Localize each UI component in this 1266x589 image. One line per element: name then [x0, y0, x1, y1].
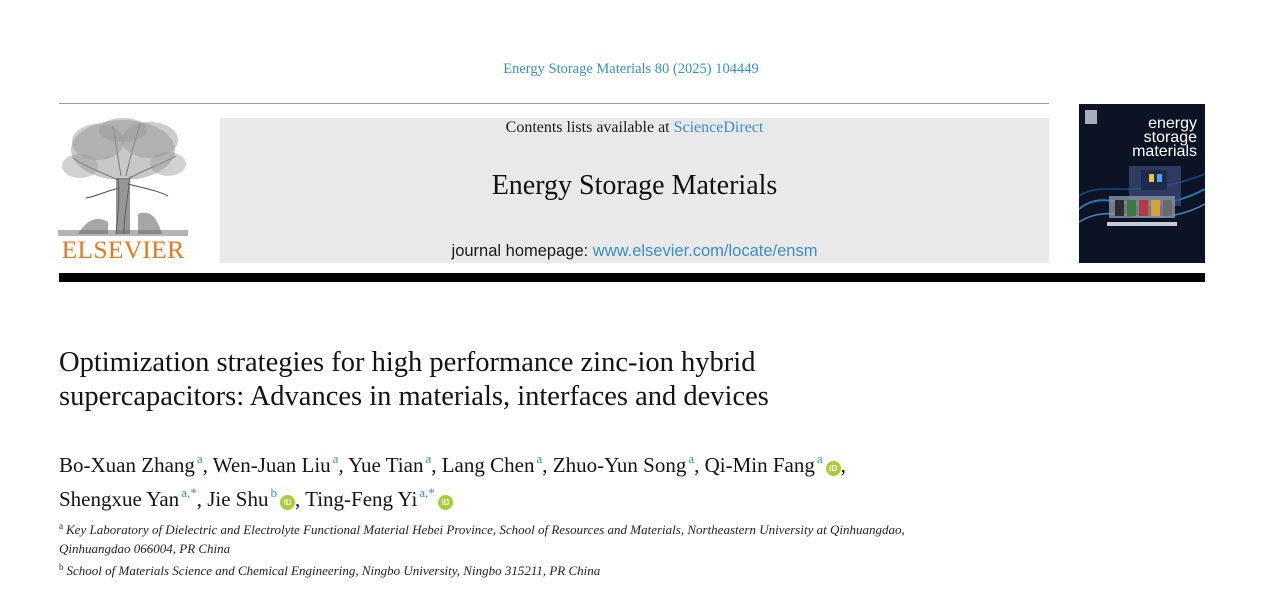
author-name[interactable]: Zhuo-Yun Song — [552, 453, 687, 477]
affiliation-marker[interactable]: a,* — [181, 485, 197, 500]
affiliation-marker[interactable]: a,* — [419, 485, 435, 500]
journal-citation[interactable]: Energy Storage Materials 80 (2025) 10444… — [503, 61, 759, 77]
contents-prefix: Contents lists available at — [505, 119, 674, 136]
author-name[interactable]: Wen-Juan Liu — [212, 453, 331, 477]
cover-artwork-icon — [1079, 110, 1205, 226]
cover-title-line: storage — [1143, 129, 1197, 146]
article-title: Optimization strategies for high perform… — [59, 346, 1059, 414]
homepage-prefix: journal homepage: — [451, 242, 593, 260]
sciencedirect-link[interactable]: ScienceDirect — [673, 119, 764, 136]
affiliation-marker[interactable]: a — [688, 451, 695, 466]
affiliation-marker[interactable]: a — [196, 451, 203, 466]
header-divider — [59, 103, 1049, 104]
affiliation-text: School of Materials Science and Chemical… — [66, 563, 601, 578]
author-name[interactable]: Bo-Xuan Zhang — [59, 453, 195, 477]
author-name[interactable]: Jie Shu — [207, 487, 269, 511]
affiliation-marker[interactable]: a — [425, 451, 432, 466]
elsevier-logo[interactable]: ELSEVIER — [58, 118, 188, 264]
orcid-icon[interactable]: iD — [437, 495, 453, 510]
affiliation-item: b School of Materials Science and Chemica… — [59, 558, 1209, 580]
orcid-icon[interactable]: iD — [279, 495, 295, 510]
elsevier-tree-icon — [58, 118, 188, 236]
author-name[interactable]: Lang Chen — [441, 453, 535, 477]
affiliations: a Key Laboratory of Dielectric and Electr… — [59, 517, 1209, 580]
affiliation-marker[interactable]: a — [536, 451, 543, 466]
affiliation-marker[interactable]: a — [332, 451, 339, 466]
affiliation-text: Qinhuangdao 066004, PR China — [59, 541, 231, 556]
orcid-icon[interactable]: iD — [825, 461, 841, 476]
article-title-line: supercapacitors: Advances in materials, … — [59, 381, 769, 412]
elsevier-wordmark: ELSEVIER — [61, 235, 185, 264]
author-name[interactable]: Ting-Feng Yi — [305, 487, 418, 511]
cover-title-line: energy — [1148, 115, 1197, 132]
affiliation-label: b — [59, 562, 64, 572]
contents-line: Contents lists available at ScienceDirec… — [220, 118, 1049, 138]
author-list: Bo-Xuan Zhang a, Wen-Juan Liu a, Yue Tian a… — [59, 451, 846, 511]
homepage-line: journal homepage: www.elsevier.com/locat… — [220, 241, 1049, 261]
affiliation-item: Qinhuangdao 066004, PR China — [59, 539, 1209, 558]
journal-banner: Contents lists available at ScienceDirec… — [220, 118, 1049, 263]
cover-title-line: materials — [1132, 143, 1197, 160]
article-title-line: Optimization strategies for high perform… — [59, 347, 756, 378]
affiliation-text: Key Laboratory of Dielectric and Electro… — [66, 522, 905, 537]
affiliation-item: a Key Laboratory of Dielectric and Electr… — [59, 517, 1209, 539]
affiliation-label: a — [59, 521, 63, 531]
cover-title: energy storage materials — [1132, 115, 1197, 160]
affiliation-marker[interactable]: b — [270, 485, 277, 500]
affiliation-marker[interactable]: a — [816, 451, 823, 466]
header-bottom-rule — [59, 273, 1205, 282]
homepage-link[interactable]: www.elsevier.com/locate/ensm — [592, 242, 818, 260]
author-name[interactable]: Qi-Min Fang — [704, 453, 815, 477]
author-name[interactable]: Yue Tian — [348, 453, 424, 477]
journal-title: Energy Storage Materials — [491, 170, 778, 201]
author-name[interactable]: Shengxue Yan — [59, 487, 180, 511]
journal-cover-thumbnail[interactable]: energy storage materials — [1079, 104, 1205, 263]
